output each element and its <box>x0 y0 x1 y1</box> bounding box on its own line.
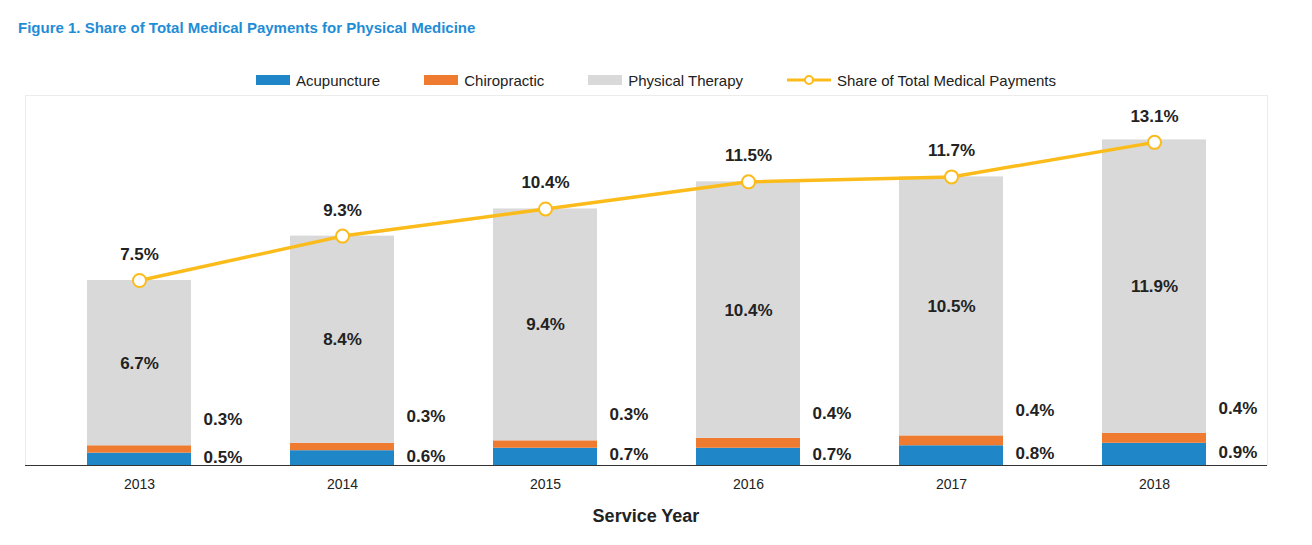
svg-text:2016: 2016 <box>733 476 764 492</box>
svg-text:0.4%: 0.4% <box>1219 399 1258 418</box>
svg-text:0.4%: 0.4% <box>1016 401 1055 420</box>
svg-text:10.5%: 10.5% <box>927 297 975 316</box>
html-text:Figure 1. Share of Total Medic: Figure 1. Share of Total Medical Payment… <box>18 19 476 36</box>
svg-text:0.5%: 0.5% <box>204 448 243 467</box>
svg-text:9.4%: 9.4% <box>526 315 565 334</box>
svg-text:0.9%: 0.9% <box>1219 443 1258 462</box>
svg-text:11.9%: 11.9% <box>1131 277 1178 296</box>
svg-text:10.4%: 10.4% <box>724 301 772 320</box>
svg-text:0.7%: 0.7% <box>610 445 649 464</box>
svg-text:2017: 2017 <box>936 476 967 492</box>
html-text:Share of Total Medical Payment: Share of Total Medical Payments <box>837 71 1056 89</box>
svg-text:0.6%: 0.6% <box>407 447 446 466</box>
svg-text:0.8%: 0.8% <box>1016 444 1055 463</box>
svg-text:8.4%: 8.4% <box>323 330 362 349</box>
svg-text:9.3%: 9.3% <box>323 201 362 220</box>
svg-text:6.7%: 6.7% <box>120 354 159 373</box>
svg-text:2015: 2015 <box>530 476 561 492</box>
svg-text:2013: 2013 <box>124 476 155 492</box>
html-text:Service Year: Service Year <box>592 506 700 526</box>
svg-text:7.5%: 7.5% <box>120 245 159 264</box>
svg-text:11.5%: 11.5% <box>725 146 772 165</box>
svg-text:2014: 2014 <box>327 476 358 492</box>
svg-text:2018: 2018 <box>1139 476 1170 492</box>
svg-text:0.3%: 0.3% <box>204 410 243 429</box>
html-text:Acupuncture: Acupuncture <box>296 71 381 89</box>
html-text:Chiropractic: Chiropractic <box>464 71 545 89</box>
html-text:Physical Therapy: Physical Therapy <box>628 71 743 89</box>
svg-text:13.1%: 13.1% <box>1130 107 1178 126</box>
svg-text:0.7%: 0.7% <box>813 445 852 464</box>
svg-text:10.4%: 10.4% <box>521 173 569 192</box>
svg-text:0.3%: 0.3% <box>407 407 446 426</box>
svg-text:11.7%: 11.7% <box>928 141 975 160</box>
svg-text:0.4%: 0.4% <box>813 404 852 423</box>
svg-text:0.3%: 0.3% <box>610 405 649 424</box>
